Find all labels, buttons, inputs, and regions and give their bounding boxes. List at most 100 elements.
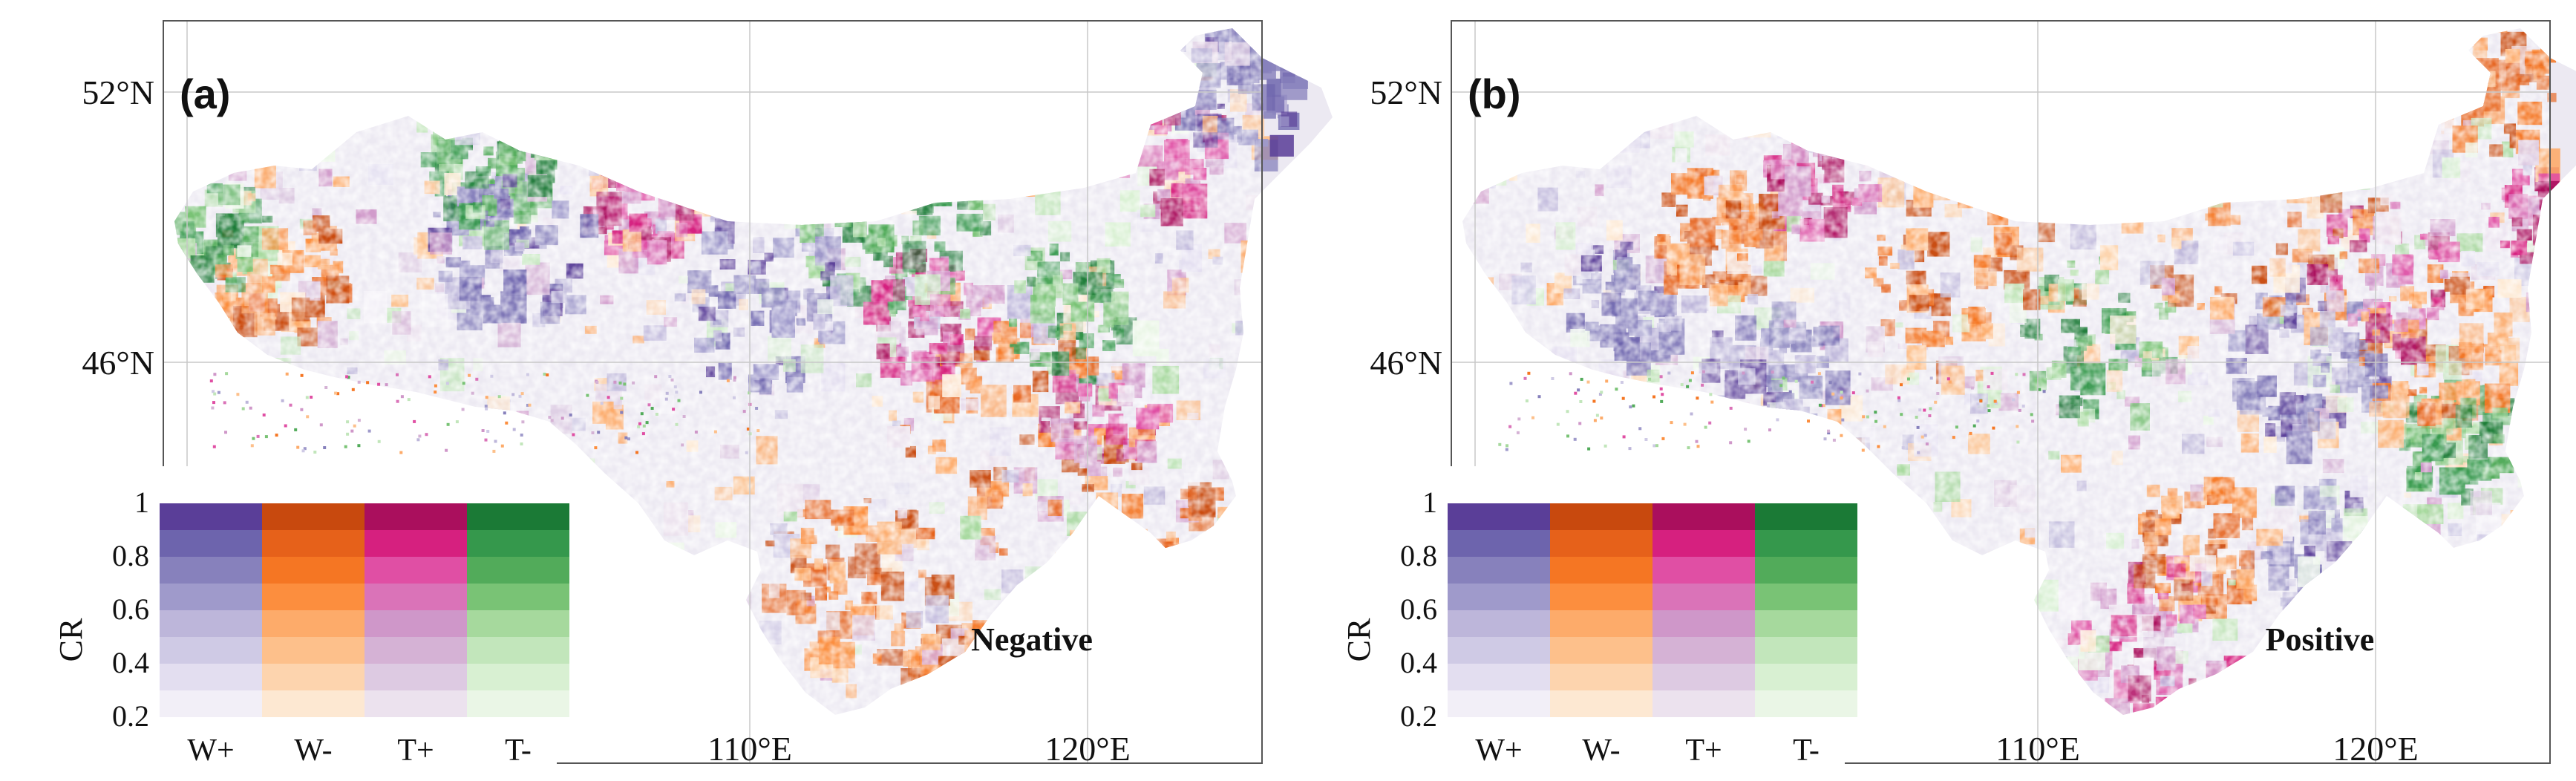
panel-title: Positive	[2266, 621, 2375, 658]
map-cell	[300, 373, 304, 377]
map-cell	[520, 434, 523, 437]
map-cell	[324, 386, 328, 389]
map-cell	[1566, 410, 1569, 414]
map-cell	[1701, 383, 1704, 387]
map-cell	[2569, 212, 2576, 242]
legend-swatch	[1550, 664, 1653, 690]
map-cell	[1788, 390, 1792, 393]
legend-swatch	[1755, 584, 1857, 610]
map-cell	[346, 432, 350, 436]
map-cell	[396, 399, 399, 403]
legend-swatch	[262, 610, 365, 637]
map-cell	[1690, 371, 1694, 375]
map-cell	[2567, 234, 2576, 255]
map-cell	[512, 428, 516, 431]
map-cell	[1579, 400, 1583, 403]
map-cell	[1915, 416, 1918, 419]
latitude-label: 46°N	[82, 344, 154, 382]
legend-column-label: W+	[1475, 733, 1522, 768]
map-cell	[607, 396, 610, 399]
map-cell	[1744, 428, 1748, 431]
map-cell	[350, 429, 354, 433]
map-cell	[641, 432, 645, 436]
map-cell	[647, 403, 651, 407]
legend-swatch	[1653, 610, 1755, 637]
map-cell	[486, 430, 490, 433]
map-cell	[1696, 445, 1700, 448]
map-cell	[306, 415, 310, 419]
map-cell	[1729, 406, 1733, 410]
map-cell	[618, 381, 622, 385]
map-cell	[1261, 28, 1284, 47]
map-cell	[2016, 425, 2019, 428]
map-cell	[1782, 376, 1785, 380]
map-cell	[1556, 422, 1560, 426]
legend-tick-label: 0.8	[1400, 539, 1437, 572]
map-cell	[1615, 388, 1618, 391]
latitude-label: 52°N	[82, 73, 154, 111]
map-cell	[1653, 395, 1655, 399]
map-cell	[1874, 419, 1877, 423]
map-cell	[1916, 425, 1920, 429]
map-cell	[399, 451, 403, 454]
map-cell	[236, 393, 240, 396]
map-cell	[2555, 192, 2566, 204]
legend-column-label: W-	[1582, 733, 1620, 768]
map-cell	[1586, 380, 1590, 384]
map-cell	[638, 422, 641, 425]
legend-tick-label: 0.2	[1400, 699, 1437, 733]
map-cell	[2031, 419, 2035, 423]
map-cell	[285, 372, 289, 376]
map-cell	[623, 382, 627, 386]
map-cell	[212, 445, 216, 448]
map-cell	[1670, 421, 1673, 425]
map-cell	[1840, 434, 1843, 437]
map-cell	[281, 399, 284, 402]
legend-column-label: T-	[505, 733, 532, 768]
legend-swatch	[1755, 637, 1857, 664]
legend-swatch	[160, 610, 262, 637]
map-cell	[484, 438, 488, 442]
map-cell	[1527, 371, 1531, 375]
legend-swatch	[1448, 503, 1550, 530]
map-cell	[2016, 390, 2020, 394]
map-cell	[733, 396, 736, 399]
legend-swatch	[1653, 637, 1755, 664]
map-cell	[224, 431, 227, 434]
legend-column-label: T+	[397, 733, 434, 768]
map-cell	[249, 406, 252, 410]
legend-tick-label: 1	[1422, 486, 1437, 519]
legend-swatch	[160, 664, 262, 690]
map-cell	[635, 451, 638, 454]
map-cell	[1632, 404, 1635, 408]
map-cell	[445, 448, 448, 452]
map-cell	[1877, 445, 1880, 448]
map-cell	[1946, 377, 1950, 381]
map-cell	[1729, 441, 1733, 445]
map-cell	[225, 372, 229, 376]
legend-swatch	[1653, 690, 1755, 717]
map-cell	[1281, 76, 1308, 100]
map-cell	[336, 392, 340, 396]
map-cell	[2552, 212, 2560, 219]
map-cell	[289, 403, 292, 407]
map-cell	[1970, 386, 1974, 390]
legend-swatch	[467, 690, 569, 717]
map-cell	[1936, 392, 1940, 395]
map-cell	[484, 405, 488, 408]
legend-swatch	[365, 637, 467, 664]
map-cell	[305, 396, 309, 399]
map-cell	[1769, 387, 1773, 390]
map-cell	[2559, 255, 2576, 269]
map-cell	[2030, 413, 2033, 416]
map-cell	[624, 436, 628, 439]
map-cell	[650, 407, 654, 410]
map-cell	[1680, 383, 1684, 387]
map-cell	[521, 420, 525, 424]
map-cell	[569, 414, 572, 416]
map-cell	[1593, 419, 1597, 422]
map-cell	[1600, 390, 1604, 394]
map-cell	[1580, 377, 1583, 381]
map-cell	[600, 402, 604, 405]
legend-column-label: T+	[1685, 733, 1722, 768]
